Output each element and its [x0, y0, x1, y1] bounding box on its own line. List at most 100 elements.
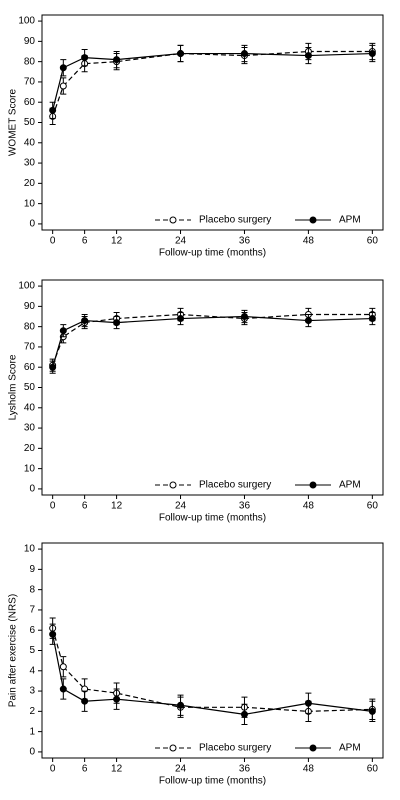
x-tick-label: 12 [111, 236, 123, 247]
series-line [52, 52, 373, 111]
plot-frame [41, 279, 384, 496]
y-tick-label: 0 [29, 747, 35, 758]
data-point [177, 50, 185, 58]
data-point [49, 630, 57, 638]
data-point [113, 319, 121, 327]
data-point [240, 50, 248, 58]
x-axis-label: Follow-up time (months) [159, 513, 266, 524]
y-axis-label: Pain after exercise (NRS) [8, 594, 19, 707]
data-point [81, 54, 89, 62]
y-tick-label: 30 [24, 158, 36, 169]
data-point [177, 315, 185, 323]
data-point [81, 317, 89, 325]
data-point [59, 64, 67, 72]
x-tick-label: 0 [50, 501, 56, 512]
x-tick-label: 60 [367, 764, 379, 775]
y-tick-label: 80 [24, 56, 36, 67]
y-axis-label: Lysholm Score [8, 354, 19, 420]
y-tick-label: 3 [29, 686, 35, 697]
legend-label: APM [339, 743, 361, 754]
y-tick-label: 50 [24, 117, 36, 128]
x-tick-label: 48 [303, 501, 315, 512]
data-point [113, 56, 121, 64]
x-tick-label: 24 [175, 501, 187, 512]
legend-marker [309, 216, 317, 224]
x-tick-label: 0 [50, 764, 56, 775]
data-point [368, 50, 376, 58]
data-point [49, 363, 57, 371]
y-tick-label: 20 [24, 178, 36, 189]
data-point [113, 695, 121, 703]
x-tick-label: 24 [175, 764, 187, 775]
plot-frame [41, 542, 384, 759]
series-line [52, 313, 373, 366]
y-tick-label: 20 [24, 443, 36, 454]
y-tick-label: 6 [29, 625, 35, 636]
legend-marker [169, 216, 177, 224]
y-tick-label: 1 [29, 726, 35, 737]
data-point [368, 315, 376, 323]
y-tick-label: 0 [29, 219, 35, 230]
x-tick-label: 6 [82, 236, 88, 247]
y-tick-label: 40 [24, 402, 36, 413]
series-line [52, 315, 373, 368]
x-tick-label: 36 [239, 236, 251, 247]
y-tick-label: 10 [24, 544, 36, 555]
y-tick-label: 5 [29, 645, 35, 656]
y-tick-label: 60 [24, 362, 36, 373]
y-tick-label: 100 [18, 281, 35, 292]
y-tick-label: 9 [29, 564, 35, 575]
y-tick-label: 4 [29, 665, 35, 676]
x-tick-label: 12 [111, 501, 123, 512]
series-line [52, 628, 373, 712]
data-point [177, 701, 185, 709]
y-tick-label: 90 [24, 36, 36, 47]
legend-marker [169, 481, 177, 489]
data-point [81, 697, 89, 705]
y-tick-label: 50 [24, 382, 36, 393]
y-tick-label: 10 [24, 198, 36, 209]
data-point [49, 106, 57, 114]
x-tick-label: 6 [82, 501, 88, 512]
x-tick-label: 48 [303, 764, 315, 775]
legend-marker [169, 744, 177, 752]
x-tick-label: 60 [367, 501, 379, 512]
legend-label: APM [339, 215, 361, 226]
x-tick-label: 60 [367, 236, 379, 247]
data-point [59, 82, 67, 90]
data-point [240, 710, 248, 718]
x-tick-label: 24 [175, 236, 187, 247]
y-tick-label: 70 [24, 342, 36, 353]
data-point [59, 327, 67, 335]
series-line [52, 50, 373, 117]
data-point [304, 699, 312, 707]
series-line [52, 634, 373, 715]
legend-label: Placebo surgery [199, 215, 271, 226]
x-tick-label: 0 [50, 236, 56, 247]
data-point [368, 707, 376, 715]
legend-label: Placebo surgery [199, 480, 271, 491]
y-tick-label: 2 [29, 706, 35, 717]
y-tick-label: 8 [29, 584, 35, 595]
x-tick-label: 36 [239, 501, 251, 512]
legend-label: Placebo surgery [199, 743, 271, 754]
y-tick-label: 60 [24, 97, 36, 108]
y-tick-label: 80 [24, 321, 36, 332]
y-tick-label: 7 [29, 605, 35, 616]
y-tick-label: 100 [18, 16, 35, 27]
y-tick-label: 70 [24, 77, 36, 88]
x-tick-label: 48 [303, 236, 315, 247]
x-tick-label: 36 [239, 764, 251, 775]
x-axis-label: Follow-up time (months) [159, 776, 266, 787]
y-axis-label: WOMET Score [8, 89, 19, 156]
data-point [59, 663, 67, 671]
x-tick-label: 12 [111, 764, 123, 775]
x-axis-label: Follow-up time (months) [159, 248, 266, 259]
legend-marker [309, 481, 317, 489]
y-tick-label: 40 [24, 137, 36, 148]
plot-frame [41, 14, 384, 231]
y-tick-label: 90 [24, 301, 36, 312]
data-point [304, 52, 312, 60]
data-point [240, 313, 248, 321]
